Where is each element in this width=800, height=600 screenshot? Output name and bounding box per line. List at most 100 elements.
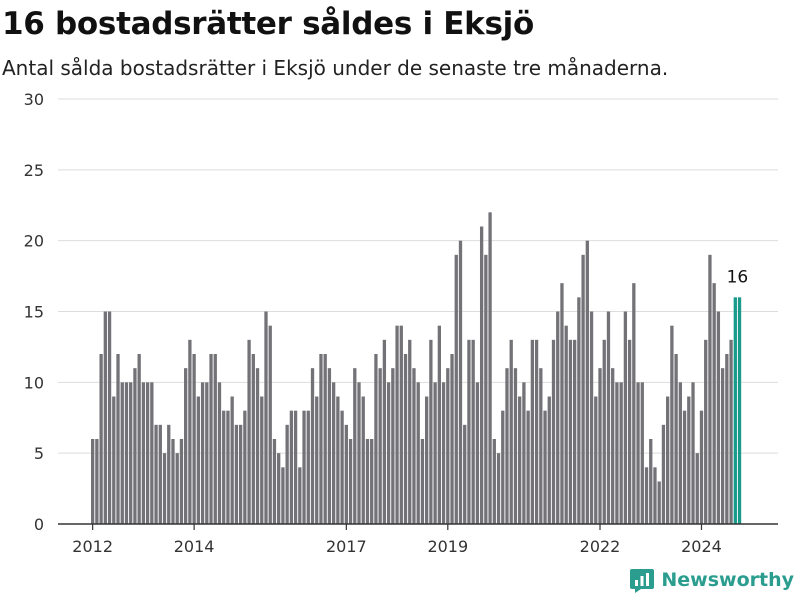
- bar: [281, 467, 285, 524]
- bar: [636, 382, 640, 524]
- bar: [340, 410, 344, 524]
- bar: [704, 339, 708, 524]
- chart-title: 16 bostadsrätter såldes i Eksjö: [2, 6, 534, 42]
- bar: [556, 311, 560, 524]
- chart-subtitle: Antal sålda bostadsrätter i Eksjö under …: [2, 56, 669, 80]
- bar: [649, 439, 653, 524]
- bar: [226, 410, 230, 524]
- bar: [657, 481, 661, 524]
- bar: [429, 339, 433, 524]
- bars: [91, 212, 742, 525]
- y-tick-label: 30: [24, 90, 44, 109]
- bar: [653, 467, 657, 524]
- bar: [623, 311, 628, 524]
- bar: [158, 424, 162, 524]
- bar: [687, 396, 691, 524]
- bar: [357, 382, 361, 524]
- bar: [708, 254, 712, 524]
- bar: [277, 453, 281, 524]
- bar: [336, 396, 340, 524]
- bar: [420, 439, 425, 524]
- bar: [551, 339, 556, 524]
- x-tick-label: 2017: [326, 537, 367, 556]
- x-tick-label: 2024: [681, 537, 722, 556]
- bar: [505, 368, 509, 524]
- bar: [99, 354, 103, 524]
- bar: [640, 382, 644, 524]
- bar: [632, 283, 636, 524]
- bar: [200, 382, 205, 524]
- bar: [137, 354, 141, 524]
- bar: [268, 325, 272, 524]
- bar: [145, 382, 150, 524]
- bar: [129, 382, 133, 524]
- bar: [611, 368, 615, 524]
- bar: [615, 382, 619, 524]
- bar: [365, 439, 370, 524]
- bar: [370, 439, 374, 524]
- bar: [315, 396, 319, 524]
- bar: [446, 368, 450, 524]
- y-tick-label: 20: [24, 232, 44, 251]
- bar: [234, 424, 239, 524]
- bar: [133, 368, 137, 524]
- bar: [150, 382, 154, 524]
- bar: [374, 354, 378, 524]
- bar: [737, 297, 742, 524]
- bar: [403, 354, 408, 524]
- bar: [217, 382, 222, 524]
- bar: [606, 311, 611, 524]
- x-axis-ticks: 2012 2014 2017 2019 2022 2024: [72, 524, 722, 556]
- bar: [260, 396, 264, 524]
- bar: [670, 325, 674, 524]
- bar: [547, 396, 551, 524]
- bar: [585, 240, 589, 525]
- bar: [378, 368, 382, 524]
- bar: [323, 354, 327, 524]
- bar: [484, 254, 488, 524]
- bar: [454, 254, 458, 524]
- bar: [361, 396, 365, 524]
- bar: [522, 382, 526, 524]
- bar: [666, 396, 670, 524]
- bar: [353, 368, 357, 524]
- y-tick-label: 25: [24, 161, 44, 180]
- y-tick-label: 5: [34, 444, 44, 463]
- bar: [95, 439, 99, 524]
- bar: [560, 283, 564, 524]
- bar: [682, 410, 687, 524]
- bar: [712, 283, 716, 524]
- bar: [348, 439, 353, 524]
- bar: [179, 439, 184, 524]
- bar: [319, 354, 323, 524]
- bar: [264, 311, 268, 524]
- bar: [167, 424, 171, 524]
- bar: [450, 354, 454, 524]
- bar: [441, 382, 446, 524]
- x-tick-label: 2022: [580, 537, 621, 556]
- bar: [107, 311, 112, 524]
- bar: [154, 424, 158, 524]
- bar: [458, 240, 463, 525]
- bar: [306, 410, 310, 524]
- bar: [310, 368, 315, 524]
- bar: [184, 368, 188, 524]
- bar: [209, 354, 213, 524]
- brand-logo: Newsworthy: [629, 565, 794, 595]
- bar: [463, 424, 467, 524]
- bar: [395, 325, 399, 524]
- y-tick-label: 10: [24, 373, 44, 392]
- x-tick-label: 2019: [427, 537, 468, 556]
- bar: [695, 453, 699, 524]
- bar: [289, 410, 294, 524]
- bar: [475, 382, 480, 524]
- bar: [285, 424, 289, 524]
- bar: [171, 439, 175, 524]
- bar: [412, 368, 416, 524]
- bar: [298, 467, 302, 524]
- bar: [425, 396, 429, 524]
- bar: [175, 453, 179, 524]
- bar: [272, 439, 277, 524]
- bar: [518, 396, 522, 524]
- bar: [539, 368, 543, 524]
